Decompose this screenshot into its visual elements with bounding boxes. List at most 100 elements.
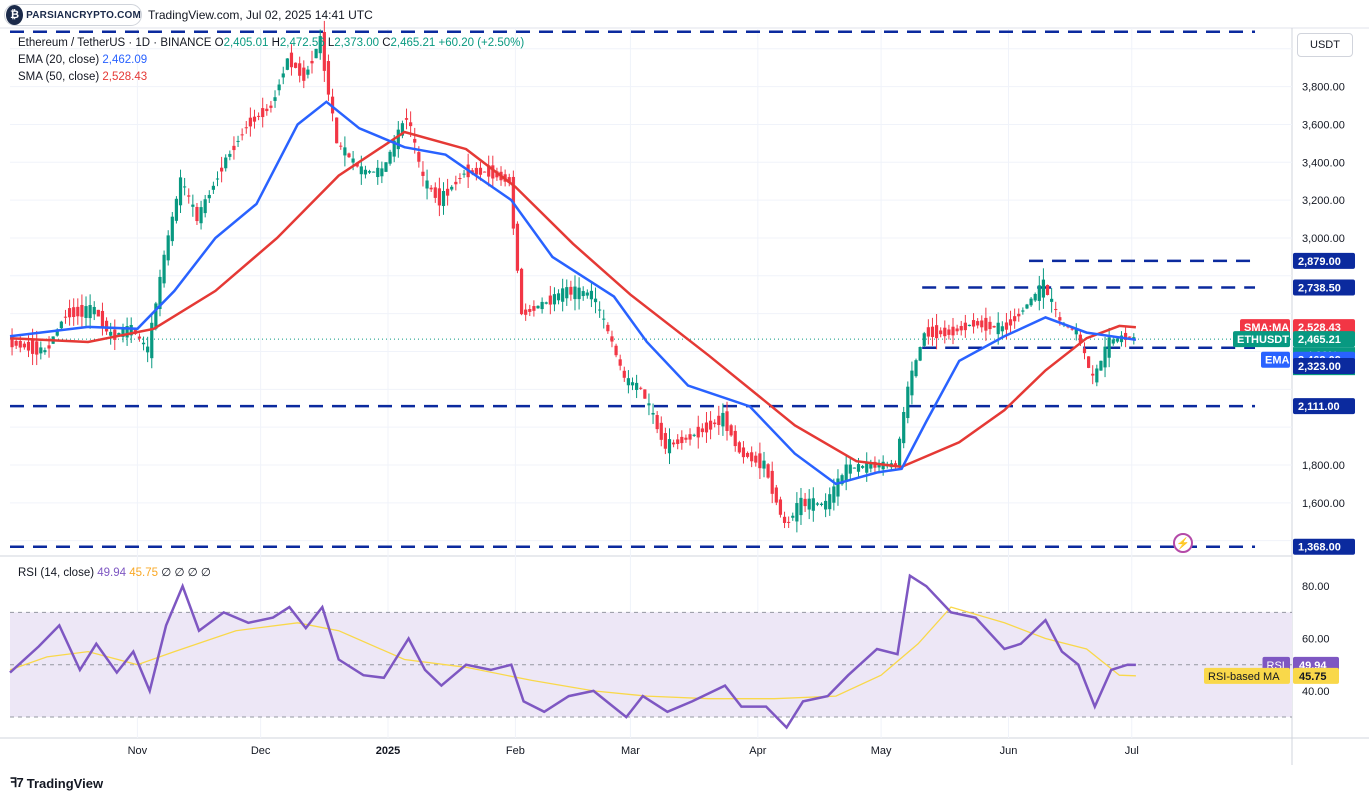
- candle-body: [647, 403, 651, 406]
- candle-body: [861, 466, 865, 468]
- candle-body: [1037, 285, 1041, 301]
- candle-body: [72, 307, 76, 317]
- candle-body: [1087, 356, 1091, 368]
- candle-body: [228, 153, 232, 157]
- price-tick-label: 3,800.00: [1302, 82, 1345, 94]
- price-tag-value: 2,465.21: [1298, 334, 1341, 346]
- candle-body: [335, 117, 339, 144]
- candle-body: [232, 145, 236, 151]
- candle-body: [996, 322, 1000, 335]
- tradingview-brand[interactable]: ꟻ7 TradingView: [10, 775, 103, 791]
- sma-line: [9, 130, 1137, 469]
- candle-body: [67, 308, 72, 318]
- high-key: H: [271, 37, 280, 49]
- candle-body: [84, 306, 88, 318]
- candle-body: [1008, 319, 1013, 326]
- rsi-tag-name: RSI-based MA: [1208, 671, 1280, 683]
- rsi-value: 49.94: [97, 567, 127, 579]
- candle-body: [117, 333, 121, 336]
- rsi-legend[interactable]: RSI (14, close) 49.94 45.75 ∅ ∅ ∅ ∅: [18, 565, 211, 579]
- candle-body: [441, 191, 446, 207]
- rsi-tag-value-bg: [1293, 667, 1339, 684]
- candle-body: [1025, 304, 1029, 309]
- candle-body: [897, 438, 902, 467]
- candle-body: [343, 147, 347, 156]
- candle-body: [676, 439, 680, 444]
- price-tag-value-bg: [1293, 331, 1355, 348]
- candle-body: [659, 422, 663, 440]
- candle-body: [848, 464, 852, 474]
- candle-body: [967, 324, 972, 327]
- candle-body: [446, 188, 450, 196]
- candle-body: [388, 151, 392, 164]
- candle-body: [519, 268, 524, 315]
- candle-body: [1115, 338, 1119, 342]
- candle-body: [1021, 310, 1025, 312]
- candle-body: [1004, 322, 1009, 330]
- candle-body: [252, 116, 257, 122]
- candle-body: [565, 287, 569, 299]
- candle-body: [59, 321, 63, 329]
- candle-body: [55, 329, 59, 336]
- candle-body: [733, 430, 737, 447]
- candle-body: [593, 298, 598, 303]
- brand-text: TradingView: [26, 775, 104, 791]
- price-tag-value-bg: [1293, 358, 1355, 375]
- candle-body: [971, 320, 976, 327]
- price-tick-label: 3,400.00: [1302, 157, 1345, 169]
- candle-body: [183, 186, 187, 188]
- candle-body: [778, 499, 783, 515]
- candle-body: [655, 415, 659, 430]
- candle-body: [548, 295, 552, 305]
- flash-icon[interactable]: ⚡: [1173, 533, 1193, 553]
- currency-button[interactable]: USDT: [1297, 33, 1353, 57]
- candle-body: [910, 370, 914, 396]
- candle-body: [815, 503, 820, 505]
- candle-body: [372, 171, 376, 173]
- candle-body: [154, 303, 158, 329]
- candle-body: [614, 345, 618, 356]
- candle-body: [807, 498, 811, 510]
- candle-body: [688, 434, 692, 440]
- price-tick-label: 3,200.00: [1302, 195, 1345, 207]
- candle-body: [754, 455, 758, 463]
- candle-body: [298, 63, 302, 76]
- open-key: O: [214, 37, 224, 49]
- candle-body: [828, 494, 832, 510]
- symbol-name[interactable]: Ethereum / TetherUS · 1D · BINANCE: [18, 37, 212, 49]
- candle-body: [856, 464, 861, 472]
- candle-body: [367, 171, 372, 173]
- candle-body: [745, 452, 750, 457]
- candle-body: [984, 317, 988, 331]
- candle-body: [540, 301, 544, 310]
- candle-body: [80, 305, 84, 317]
- candle-body: [569, 286, 573, 295]
- time-tick-label: Jun: [1000, 745, 1018, 757]
- candle-body: [1017, 313, 1021, 317]
- candle-body: [339, 145, 343, 147]
- price-tick-label: 1,800.00: [1302, 460, 1345, 472]
- candle-body: [869, 463, 873, 469]
- candle-body: [462, 173, 466, 175]
- candle-body: [137, 336, 142, 339]
- candle-body: [404, 118, 409, 120]
- candle-body: [269, 105, 273, 108]
- ema-label: EMA (20, close): [18, 54, 100, 66]
- candle-body: [314, 48, 318, 59]
- ema-legend[interactable]: EMA (20, close) 2,462.09: [18, 52, 524, 69]
- candle-body: [113, 329, 117, 340]
- candle-body: [265, 108, 269, 112]
- candle-body: [478, 167, 483, 175]
- sma-legend[interactable]: SMA (50, close) 2,528.43: [18, 69, 524, 86]
- candle-body: [852, 467, 856, 469]
- candle-body: [507, 177, 511, 183]
- candle-body: [1099, 360, 1103, 371]
- candle-body: [18, 340, 22, 348]
- candle-body: [306, 69, 310, 75]
- candle-body: [729, 425, 733, 436]
- candle-body: [347, 153, 351, 158]
- level-tag-bg: [1293, 279, 1355, 296]
- candle-body: [30, 339, 35, 354]
- candle-body: [224, 157, 228, 169]
